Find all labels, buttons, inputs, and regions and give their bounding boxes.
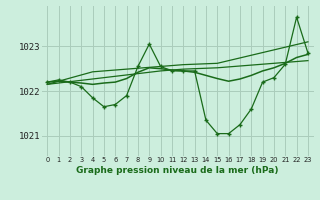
X-axis label: Graphe pression niveau de la mer (hPa): Graphe pression niveau de la mer (hPa) — [76, 166, 279, 175]
